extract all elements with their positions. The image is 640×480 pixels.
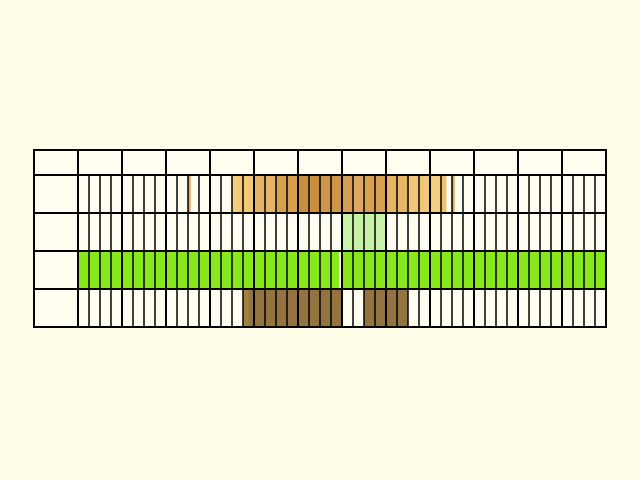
activity-bar-imago — [430, 176, 441, 212]
grid-lines — [33, 149, 607, 328]
activity-bar-pupa — [243, 290, 249, 326]
activity-bar-pupa — [248, 290, 342, 326]
activity-bar-imago — [237, 176, 254, 212]
activity-bar-imago — [342, 176, 353, 212]
activity-bar-larva — [78, 252, 340, 288]
activity-bar-imago — [232, 176, 238, 212]
activity-bar-imago — [441, 176, 447, 212]
activity-bar-imago — [353, 176, 364, 212]
activity-bar-imago — [452, 176, 455, 212]
activity-bar-imago — [188, 176, 191, 212]
